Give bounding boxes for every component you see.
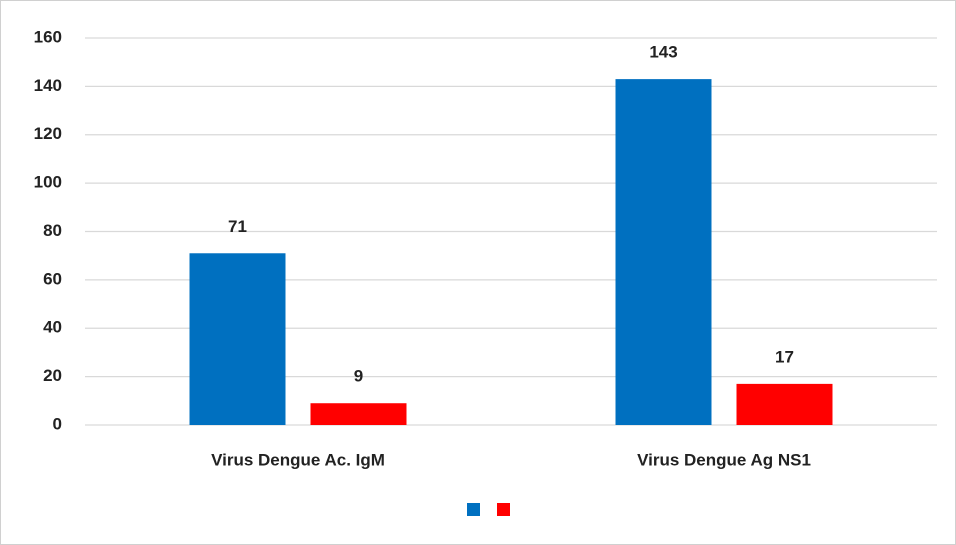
legend-swatch [497,503,510,516]
data-label: 17 [775,347,794,366]
y-tick-label: 40 [43,318,62,337]
y-tick-label: 160 [34,27,62,46]
y-tick-label: 100 [34,173,62,192]
bar [615,79,712,426]
data-label: 143 [649,43,677,62]
y-tick-label: 20 [43,366,62,385]
y-tick-label: 0 [53,414,62,433]
x-tick-label: Virus Dengue Ac. IgM [211,450,385,469]
bar [310,403,407,425]
data-label: 9 [354,367,363,386]
x-tick-label: Virus Dengue Ag NS1 [637,450,811,469]
data-label: 71 [228,217,247,236]
legend-swatch [467,503,480,516]
y-tick-label: 80 [43,221,62,240]
y-tick-label: 60 [43,269,62,288]
y-tick-label: 140 [34,76,62,95]
bar [736,383,833,425]
bar [189,253,286,425]
y-tick-label: 120 [34,124,62,143]
